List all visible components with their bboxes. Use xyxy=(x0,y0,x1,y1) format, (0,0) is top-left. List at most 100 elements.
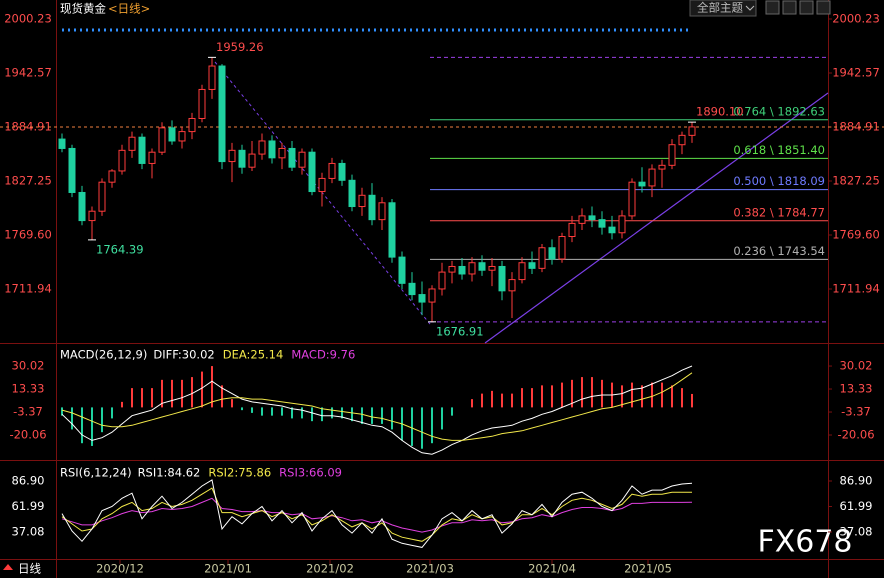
candle-body xyxy=(688,126,696,136)
watermark: FX678 xyxy=(757,525,852,560)
candle-body xyxy=(188,117,196,133)
candle-body xyxy=(458,265,466,275)
series-line xyxy=(61,497,693,533)
y-tick-label: 13.33 xyxy=(840,382,873,396)
candle-body xyxy=(468,262,476,275)
annotation: 1959.26 xyxy=(216,40,264,54)
candle-body xyxy=(98,181,106,212)
candle-body xyxy=(88,210,96,222)
candle-body xyxy=(108,170,116,183)
y-tick-label-left: 61.99 xyxy=(12,499,45,513)
candle-body xyxy=(658,164,666,170)
candle-body xyxy=(578,215,586,224)
x-tick-label: 2021/02 xyxy=(306,562,354,576)
candle-body xyxy=(328,162,336,179)
y-tick-label-left: -3.37 xyxy=(13,405,43,419)
candle-body xyxy=(488,265,496,271)
candle-body xyxy=(278,147,286,159)
candle-body xyxy=(628,181,636,217)
y-tick-label: 37.08 xyxy=(840,524,873,538)
candle-body xyxy=(68,147,76,193)
legend-item: MACD:9.76 xyxy=(291,348,355,362)
candle-body xyxy=(498,265,506,292)
y-tick-label: 1711.94 xyxy=(832,282,880,296)
candle-body xyxy=(208,65,216,90)
candle-body xyxy=(78,191,86,222)
candle-body xyxy=(118,149,126,172)
y-tick-label: 1769.60 xyxy=(832,228,880,242)
theme-button-label[interactable]: 全部主题 xyxy=(697,1,743,15)
y-tick-label-left: 30.02 xyxy=(12,359,45,373)
candle-body xyxy=(298,151,306,168)
candle-body xyxy=(338,162,346,181)
legend-item: DEA:25.14 xyxy=(223,348,284,362)
candle-body xyxy=(388,202,396,258)
candle-body xyxy=(148,151,156,164)
panel-title: MACD(26,12,9) xyxy=(60,348,147,362)
y-tick-label: 61.99 xyxy=(840,499,873,513)
candle-body xyxy=(418,294,426,303)
y-tick-label-left: 1769.60 xyxy=(4,228,52,242)
y-tick-label-left: 86.90 xyxy=(12,474,45,488)
panel-title: RSI(6,12,24) xyxy=(60,466,132,480)
fib-label: 0.382 \ 1784.77 xyxy=(733,205,825,219)
y-tick-label: 30.02 xyxy=(840,359,873,373)
candle-body xyxy=(608,226,616,234)
candle-body xyxy=(258,140,266,155)
x-tick-label: 2021/01 xyxy=(204,562,252,576)
period-title: <日线> xyxy=(108,2,150,16)
candle-body xyxy=(178,131,186,142)
y-tick-label: -20.06 xyxy=(837,428,874,442)
series-line xyxy=(61,479,693,548)
x-tick-label: 2021/05 xyxy=(624,562,672,576)
candle-body xyxy=(448,265,456,273)
annotation: 1676.91 xyxy=(436,324,484,338)
candle-body xyxy=(368,194,376,221)
candle-body xyxy=(438,271,446,290)
trend-line xyxy=(484,92,829,344)
candle-body xyxy=(58,138,66,149)
candle-body xyxy=(268,140,276,159)
candle-body xyxy=(668,144,676,166)
toolbar-icon[interactable] xyxy=(816,0,831,15)
y-tick-label: 1942.57 xyxy=(832,65,880,79)
candle-body xyxy=(348,179,356,208)
toolbar-icon[interactable] xyxy=(782,0,797,15)
candle-body xyxy=(168,127,176,142)
toolbar-icon[interactable] xyxy=(799,0,814,15)
candle-body xyxy=(138,136,146,164)
y-tick-label: 1827.25 xyxy=(832,174,880,188)
annotation: 1764.39 xyxy=(96,242,144,256)
candle-body xyxy=(588,215,596,221)
candle-body xyxy=(318,177,326,193)
series-line xyxy=(61,365,693,455)
x-tick-label: 2021/04 xyxy=(528,562,576,576)
y-tick-label-left: 37.08 xyxy=(12,524,45,538)
candle-body xyxy=(508,279,516,292)
y-tick-label-left: 1884.91 xyxy=(4,119,52,133)
candle-body xyxy=(408,282,416,296)
candle-body xyxy=(598,219,606,228)
toolbar-icon[interactable] xyxy=(765,0,780,15)
candle-body xyxy=(678,134,686,146)
candle-body xyxy=(398,256,406,284)
candle-body xyxy=(228,149,236,163)
instrument-title: 现货黄金 xyxy=(60,2,106,16)
legend-item: RSI1:84.62 xyxy=(138,466,201,480)
y-tick-label: 2000.23 xyxy=(832,11,880,25)
legend-item: DIFF:30.02 xyxy=(153,348,214,362)
x-tick-label: 2020/12 xyxy=(96,562,144,576)
y-tick-label-left: 2000.23 xyxy=(4,11,52,25)
theme-button[interactable] xyxy=(689,0,757,17)
candle-body xyxy=(238,149,246,168)
y-tick-label: 1884.91 xyxy=(832,119,880,133)
fib-label: 0.764 \ 1892.63 xyxy=(733,104,825,118)
y-tick-label-left: 1711.94 xyxy=(4,282,52,296)
x-tick-label: 2021/03 xyxy=(406,562,454,576)
candle-body xyxy=(428,288,436,303)
candle-body xyxy=(478,262,486,271)
candle-body xyxy=(198,88,206,119)
annotation: 1890.10 xyxy=(696,105,744,119)
